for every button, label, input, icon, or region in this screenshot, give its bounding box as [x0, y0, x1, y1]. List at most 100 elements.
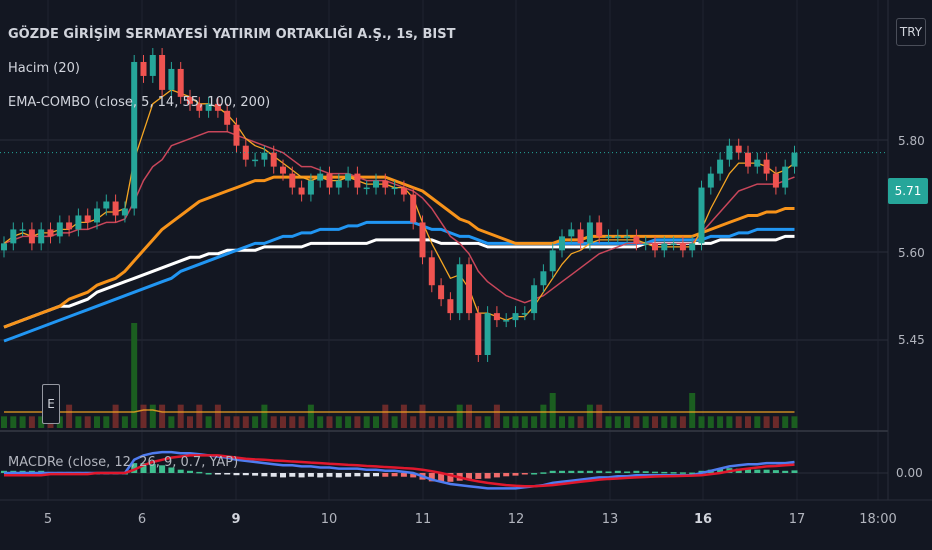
macd-histogram-bar: [363, 473, 370, 477]
candle-body: [103, 201, 110, 209]
macd-histogram-bar: [252, 473, 259, 476]
macd-histogram-bar: [652, 471, 658, 474]
macd-histogram-bar: [596, 470, 603, 473]
macd-histogram-bar: [614, 470, 621, 473]
candle-body: [447, 299, 454, 314]
candle-body: [624, 236, 631, 238]
volume-bar: [66, 404, 73, 428]
ema14-line: [3, 130, 795, 304]
macd-histogram-bar: [410, 473, 417, 478]
candle-body: [66, 222, 73, 230]
volume-bar: [689, 393, 696, 428]
volume-bar: [382, 404, 389, 428]
macd-histogram-bar: [214, 473, 221, 475]
candle-body: [410, 194, 417, 223]
candle-body: [214, 103, 221, 111]
macd-histogram-bar: [373, 473, 379, 477]
volume-bar: [94, 416, 100, 428]
volume-bar: [698, 416, 705, 428]
time-tick-label: 12: [507, 512, 525, 527]
macd-tick-label: 0.00: [896, 466, 923, 480]
candle-body: [252, 159, 259, 162]
candle-body: [521, 313, 528, 315]
volume-bar: [661, 416, 668, 428]
volume-bar: [168, 416, 175, 428]
symbol-title: GÖZDE GİRİŞİM SERMAYESİ YATIRIM ORTAKLIĞ…: [8, 27, 456, 42]
macd-histogram-bar: [521, 473, 528, 475]
macd-histogram-bar: [400, 473, 407, 477]
candle-body: [568, 229, 575, 237]
time-tick-label: 13: [601, 512, 619, 527]
candle-body: [661, 243, 668, 251]
candle-body: [717, 159, 724, 174]
time-tick-label: 18:00: [859, 512, 897, 527]
candle-body: [540, 271, 547, 286]
candle-body: [10, 229, 17, 244]
volume-bar: [512, 416, 519, 428]
candle-body: [298, 187, 305, 195]
candle-body: [373, 180, 379, 188]
volume-bar: [326, 416, 333, 428]
candle-body: [75, 215, 82, 230]
macd-histogram-bar: [447, 473, 454, 482]
candle-body: [493, 313, 500, 321]
candle-body: [614, 236, 621, 238]
volume-bar: [400, 404, 407, 428]
price-tick-label: 5.60: [898, 246, 925, 260]
earnings-marker[interactable]: E: [42, 384, 60, 424]
macd-histogram-bar: [261, 473, 268, 477]
candle-body: [763, 159, 770, 174]
candle-body: [261, 152, 268, 160]
volume-bar: [307, 404, 314, 428]
macd-histogram-bar: [605, 471, 612, 473]
volume-bar: [224, 416, 231, 428]
volume-bar: [233, 416, 240, 428]
volume-bar: [205, 416, 212, 428]
macd-histogram-bar: [140, 463, 147, 473]
volume-bar: [112, 404, 119, 428]
volume-bar: [614, 416, 621, 428]
macd-histogram-bar: [168, 467, 175, 473]
volume-bar: [679, 416, 686, 428]
time-tick-label: 11: [414, 512, 432, 527]
volume-bar: [121, 416, 128, 428]
macd-histogram-bar: [382, 473, 389, 477]
candle-body: [559, 236, 565, 251]
macd-histogram-bar: [484, 473, 491, 479]
candle-body: [531, 285, 538, 314]
ema-combo-indicator-label[interactable]: EMA-COMBO (close, 5, 14, 55, 100, 200): [8, 95, 271, 110]
macd-histogram-bar: [586, 470, 593, 473]
candle-body: [177, 68, 184, 97]
candle-body: [1, 243, 7, 251]
volume-bar: [270, 416, 277, 428]
macd-indicator-label[interactable]: MACDRe (close, 12, 26, 9, 0.7, YAP): [8, 455, 239, 470]
volume-bar: [493, 404, 500, 428]
candle-body: [689, 243, 696, 251]
candle-body: [159, 55, 166, 90]
volume-bar: [335, 416, 342, 428]
volume-indicator-label[interactable]: Hacim (20): [8, 61, 80, 76]
volume-bar: [652, 416, 658, 428]
volume-bar: [159, 404, 166, 428]
candle-body: [466, 264, 472, 314]
volume-bar: [633, 416, 640, 428]
candle-body: [438, 285, 445, 300]
candle-body: [503, 320, 510, 322]
volume-bar: [521, 416, 528, 428]
macd-histogram-bar: [661, 471, 668, 474]
candle-body: [317, 173, 324, 181]
macd-histogram-bar: [289, 473, 296, 477]
candle-body: [735, 145, 742, 153]
candle-body: [38, 229, 45, 244]
candle-body: [168, 68, 175, 90]
time-tick-label: 10: [320, 512, 338, 527]
candle-body: [475, 313, 482, 355]
candle-body: [140, 61, 147, 76]
candle-body: [335, 180, 342, 188]
volume-bar: [10, 416, 17, 428]
volume-bar: [261, 404, 268, 428]
macd-histogram-bar: [326, 473, 333, 477]
currency-badge[interactable]: TRY: [896, 18, 926, 46]
volume-bar: [624, 416, 631, 428]
